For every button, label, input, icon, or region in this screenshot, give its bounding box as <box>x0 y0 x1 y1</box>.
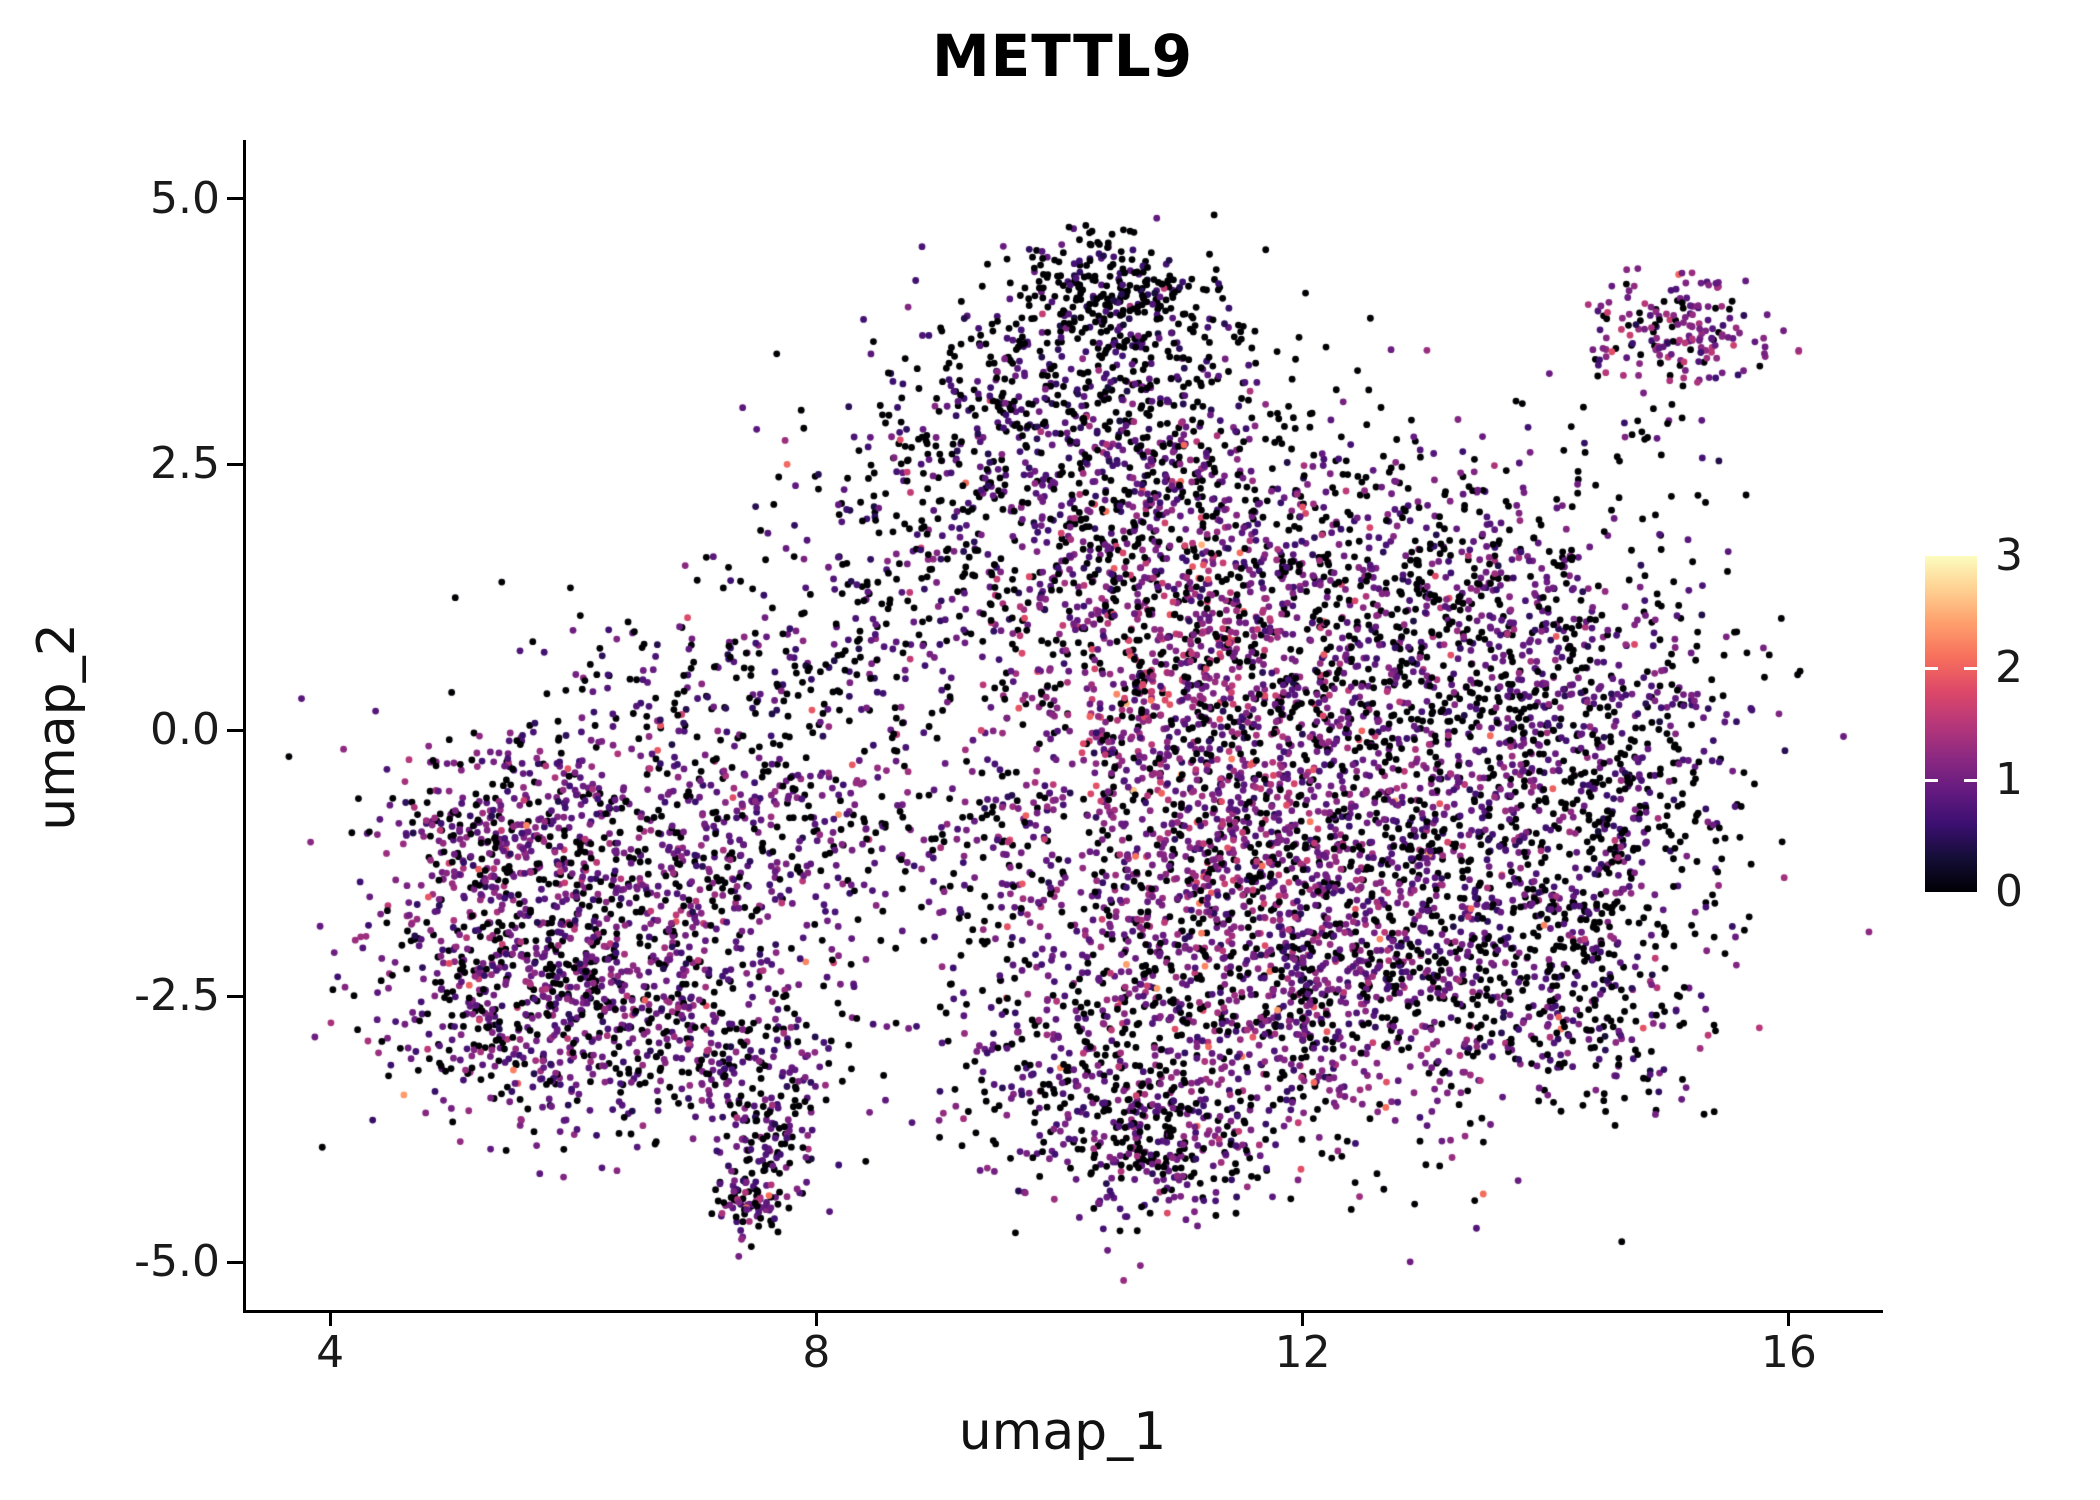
x-tick-mark <box>814 1310 818 1326</box>
y-tick-mark <box>227 462 243 466</box>
x-tick-mark <box>1301 1310 1305 1326</box>
colorbar-tick-mark <box>1925 666 1938 670</box>
x-tick-mark <box>1787 1310 1791 1326</box>
y-tick-label: -5.0 <box>134 1236 220 1288</box>
y-tick-mark <box>227 197 243 200</box>
x-axis-line <box>243 1310 1883 1313</box>
y-axis-line <box>243 140 246 1313</box>
y-tick-mark <box>227 728 243 732</box>
colorbar-tick-mark <box>1964 666 1977 670</box>
chart-title: METTL9 <box>931 22 1194 90</box>
colorbar-tick-label: 0 <box>1995 866 2023 917</box>
y-tick-mark <box>227 994 243 998</box>
x-tick-mark <box>328 1310 332 1326</box>
y-tick-label: 2.5 <box>150 438 220 490</box>
y-tick-label: -2.5 <box>134 970 220 1022</box>
x-axis-label: umap_1 <box>958 1402 1167 1462</box>
y-tick-label: 0.0 <box>150 704 220 756</box>
colorbar-tick-mark <box>1925 778 1938 782</box>
y-tick-mark <box>227 1260 243 1264</box>
colorbar-gradient <box>1925 556 1977 892</box>
x-tick-label: 12 <box>1274 1327 1331 1378</box>
colorbar-tick-label: 3 <box>1995 530 2023 581</box>
colorbar-tick-label: 2 <box>1995 642 2023 693</box>
x-tick-label: 8 <box>802 1327 831 1378</box>
colorbar-tick-mark <box>1964 778 1977 782</box>
colorbar-legend <box>1925 556 1977 892</box>
colorbar-tick-label: 1 <box>1995 754 2023 805</box>
y-tick-label: 5.0 <box>150 172 220 224</box>
x-tick-label: 16 <box>1760 1327 1817 1378</box>
y-axis-label: umap_2 <box>27 623 87 831</box>
x-tick-label: 4 <box>316 1327 345 1378</box>
